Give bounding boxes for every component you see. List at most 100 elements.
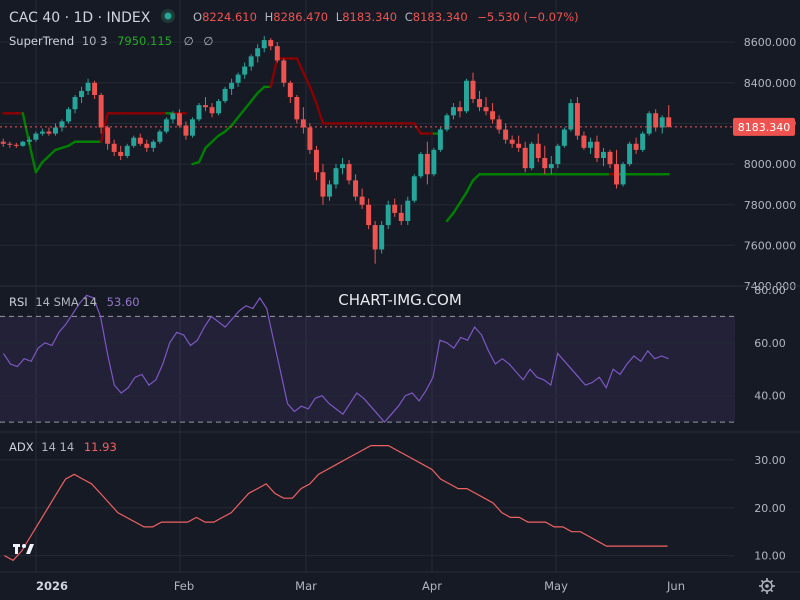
candle (653, 109, 659, 132)
candle (366, 198, 372, 230)
candle (189, 117, 195, 138)
adx-grid (0, 459, 735, 557)
candle (235, 72, 241, 87)
candle (333, 164, 339, 189)
supertrend-line (2, 57, 670, 223)
watermark-text: CHART-IMG.COM (338, 291, 462, 309)
rsi-axis[interactable]: 80.00 60.00 40.00 (754, 284, 786, 403)
candle (659, 115, 665, 134)
candle (105, 125, 111, 150)
supertrend-segment (236, 108, 246, 119)
candle (163, 117, 169, 134)
candle (470, 72, 476, 104)
supertrend-params: 10 3 (82, 34, 108, 48)
supertrend-segment (458, 191, 468, 204)
candle (294, 94, 300, 124)
candle (131, 135, 137, 148)
supertrend-segment (197, 146, 207, 164)
time-tick-label: May (544, 579, 568, 593)
candle (39, 128, 45, 136)
rsi-grid (0, 342, 735, 397)
adx-axis[interactable]: 30.00 20.00 10.00 (754, 454, 786, 563)
open-value: 8224.610 (202, 10, 257, 24)
candle (85, 78, 91, 95)
adx-label: ADX (9, 440, 34, 454)
supertrend-segment (465, 179, 475, 194)
close-label: C (405, 10, 413, 24)
time-tick-label: Mar (295, 579, 317, 593)
candle (287, 80, 293, 104)
time-tick-label: 2026 (36, 579, 68, 593)
candle (535, 133, 541, 163)
supertrend-legend[interactable]: SuperTrend 10 3 7950.115 ∅ ∅ (9, 34, 213, 48)
candle (326, 180, 332, 201)
candle (372, 221, 378, 264)
supertrend-segment (256, 85, 266, 95)
supertrend-segment (302, 71, 312, 89)
candle (248, 54, 254, 71)
supertrend-segment (99, 112, 109, 143)
candle (66, 107, 71, 124)
supertrend-segment (217, 130, 227, 137)
candle (26, 136, 32, 145)
adx-line (4, 445, 668, 562)
candle (196, 103, 202, 122)
candle (431, 147, 437, 177)
candle (607, 149, 613, 169)
empty-set-icon: ∅ (184, 34, 194, 48)
candle (418, 151, 424, 179)
candle (79, 86, 85, 104)
candle (137, 133, 143, 146)
supertrend-segment (21, 112, 31, 145)
symbol-legend[interactable]: CAC 40 · 1D · INDEX O8224.610 H8286.470 … (9, 9, 579, 26)
adx-tick-label: 30.00 (754, 454, 786, 467)
rsi-pane[interactable] (0, 294, 735, 424)
adx-pane[interactable] (0, 445, 735, 562)
candle (281, 58, 287, 87)
candle (150, 139, 156, 152)
candle (477, 90, 483, 112)
supertrend-segment (230, 116, 240, 127)
time-tick-label: Jun (666, 579, 685, 593)
gear-icon[interactable] (759, 578, 775, 594)
price-tick-label: 7600.000 (744, 239, 797, 252)
candle (46, 127, 52, 136)
adx-legend[interactable]: ADX 14 14 11.93 (9, 440, 117, 454)
time-tick-label: Apr (422, 579, 442, 593)
candle (98, 92, 104, 134)
last-price-value: 8183.340 (738, 121, 791, 134)
price-tick-label: 7400.000 (744, 280, 797, 293)
supertrend-value: 7950.115 (117, 34, 172, 48)
symbol-title[interactable]: CAC 40 · 1D · INDEX (9, 10, 151, 26)
candle (320, 164, 326, 205)
supertrend-segment (67, 140, 77, 148)
supertrend-legend-text: SuperTrend 10 3 7950.115 ∅ ∅ (9, 34, 213, 48)
rsi-params: 14 SMA 14 (35, 295, 97, 309)
candle (627, 141, 633, 167)
time-axis[interactable]: 2026 Feb Mar Apr May Jun (36, 579, 685, 593)
candle (359, 188, 365, 209)
candle (620, 162, 626, 187)
candle (72, 94, 78, 114)
candle (457, 101, 463, 118)
candle (261, 36, 267, 53)
candle (411, 174, 417, 203)
candle (176, 109, 182, 128)
candle (614, 149, 620, 189)
candle (379, 221, 385, 254)
candle (405, 196, 411, 226)
candle (203, 97, 208, 112)
supertrend-segment (34, 160, 44, 174)
candle (509, 135, 515, 148)
candle (601, 147, 606, 167)
candle (144, 139, 150, 152)
candle (353, 174, 359, 201)
candle (170, 111, 176, 124)
candle (581, 131, 587, 150)
rsi-legend-text: RSI 14 SMA 14 53.60 (9, 295, 140, 309)
candle (522, 141, 528, 173)
rsi-legend[interactable]: RSI 14 SMA 14 53.60 (9, 295, 140, 309)
candle (516, 135, 522, 152)
supertrend-segment (471, 173, 481, 182)
